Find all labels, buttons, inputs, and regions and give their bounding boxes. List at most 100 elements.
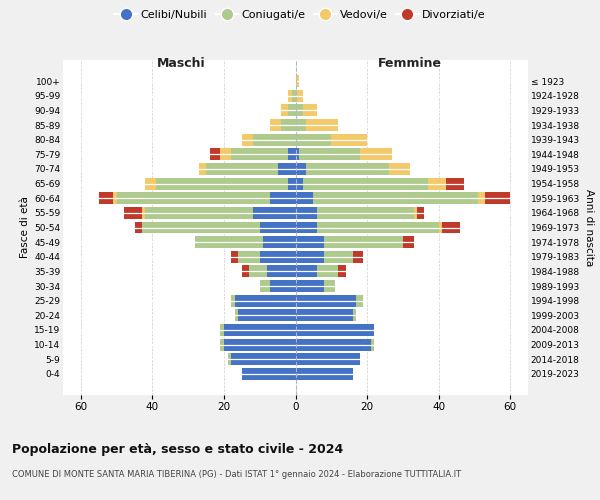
Bar <box>242 134 253 145</box>
Bar <box>324 236 403 248</box>
Bar <box>296 119 306 131</box>
Bar <box>296 148 299 160</box>
Bar <box>324 251 353 263</box>
Bar <box>356 294 364 306</box>
Bar <box>253 134 296 145</box>
Bar <box>446 178 464 190</box>
Bar <box>227 353 231 365</box>
Bar <box>260 222 296 234</box>
Bar <box>231 353 296 365</box>
Bar <box>278 163 296 175</box>
Bar <box>199 163 206 175</box>
Bar <box>331 134 367 145</box>
Bar <box>296 134 331 145</box>
Bar <box>271 119 281 131</box>
Bar <box>302 104 317 117</box>
Bar <box>296 266 317 278</box>
Bar <box>235 310 238 322</box>
Bar <box>238 251 260 263</box>
Bar <box>145 178 156 190</box>
Bar <box>206 163 278 175</box>
Bar <box>296 324 374 336</box>
Bar <box>142 207 145 219</box>
Bar <box>353 251 364 263</box>
Bar <box>296 90 302 102</box>
Bar <box>317 266 338 278</box>
Bar <box>306 119 338 131</box>
Bar <box>267 266 296 278</box>
Bar <box>271 192 296 204</box>
Bar <box>238 310 296 322</box>
Bar <box>260 251 296 263</box>
Bar <box>296 192 313 204</box>
Bar <box>253 207 296 219</box>
Bar <box>296 178 302 190</box>
Bar <box>263 236 296 248</box>
Bar <box>439 222 442 234</box>
Bar <box>196 236 263 248</box>
Y-axis label: Anni di nascita: Anni di nascita <box>584 189 594 266</box>
Bar <box>302 178 428 190</box>
Bar <box>220 324 224 336</box>
Bar <box>296 338 371 350</box>
Y-axis label: Fasce di età: Fasce di età <box>20 196 30 258</box>
Bar <box>296 104 302 117</box>
Bar <box>353 310 356 322</box>
Bar <box>306 163 389 175</box>
Text: Popolazione per età, sesso e stato civile - 2024: Popolazione per età, sesso e stato civil… <box>12 442 343 456</box>
Bar <box>260 280 271 292</box>
Bar <box>281 119 296 131</box>
Bar <box>413 207 417 219</box>
Bar <box>403 236 413 248</box>
Bar <box>292 90 296 102</box>
Bar <box>235 294 296 306</box>
Bar <box>296 75 299 87</box>
Bar <box>442 222 460 234</box>
Bar <box>389 163 410 175</box>
Bar <box>134 222 142 234</box>
Bar <box>242 266 249 278</box>
Bar <box>99 192 113 204</box>
Bar <box>289 148 296 160</box>
Bar <box>485 192 510 204</box>
Bar <box>296 310 353 322</box>
Bar <box>289 104 296 117</box>
Bar <box>296 353 360 365</box>
Bar <box>417 207 424 219</box>
Bar <box>317 222 439 234</box>
Bar <box>478 192 485 204</box>
Bar <box>296 207 317 219</box>
Bar <box>242 368 296 380</box>
Bar <box>296 222 317 234</box>
Bar <box>299 148 360 160</box>
Bar <box>124 207 142 219</box>
Text: Maschi: Maschi <box>157 56 205 70</box>
Bar <box>317 207 413 219</box>
Bar <box>220 148 231 160</box>
Bar <box>231 251 238 263</box>
Bar <box>231 294 235 306</box>
Bar <box>249 266 267 278</box>
Bar <box>220 338 224 350</box>
Bar <box>324 280 335 292</box>
Bar <box>231 148 289 160</box>
Bar <box>142 222 260 234</box>
Bar <box>281 104 289 117</box>
Bar <box>156 178 289 190</box>
Bar <box>116 192 271 204</box>
Bar <box>224 338 296 350</box>
Bar <box>296 236 324 248</box>
Bar <box>289 90 292 102</box>
Text: COMUNE DI MONTE SANTA MARIA TIBERINA (PG) - Dati ISTAT 1° gennaio 2024 - Elabora: COMUNE DI MONTE SANTA MARIA TIBERINA (PG… <box>12 470 461 479</box>
Bar <box>224 324 296 336</box>
Bar <box>296 280 324 292</box>
Bar <box>371 338 374 350</box>
Bar <box>113 192 116 204</box>
Bar <box>289 178 296 190</box>
Bar <box>296 163 306 175</box>
Text: Femmine: Femmine <box>378 56 442 70</box>
Bar <box>296 251 324 263</box>
Bar <box>271 280 296 292</box>
Bar <box>360 148 392 160</box>
Bar <box>296 368 353 380</box>
